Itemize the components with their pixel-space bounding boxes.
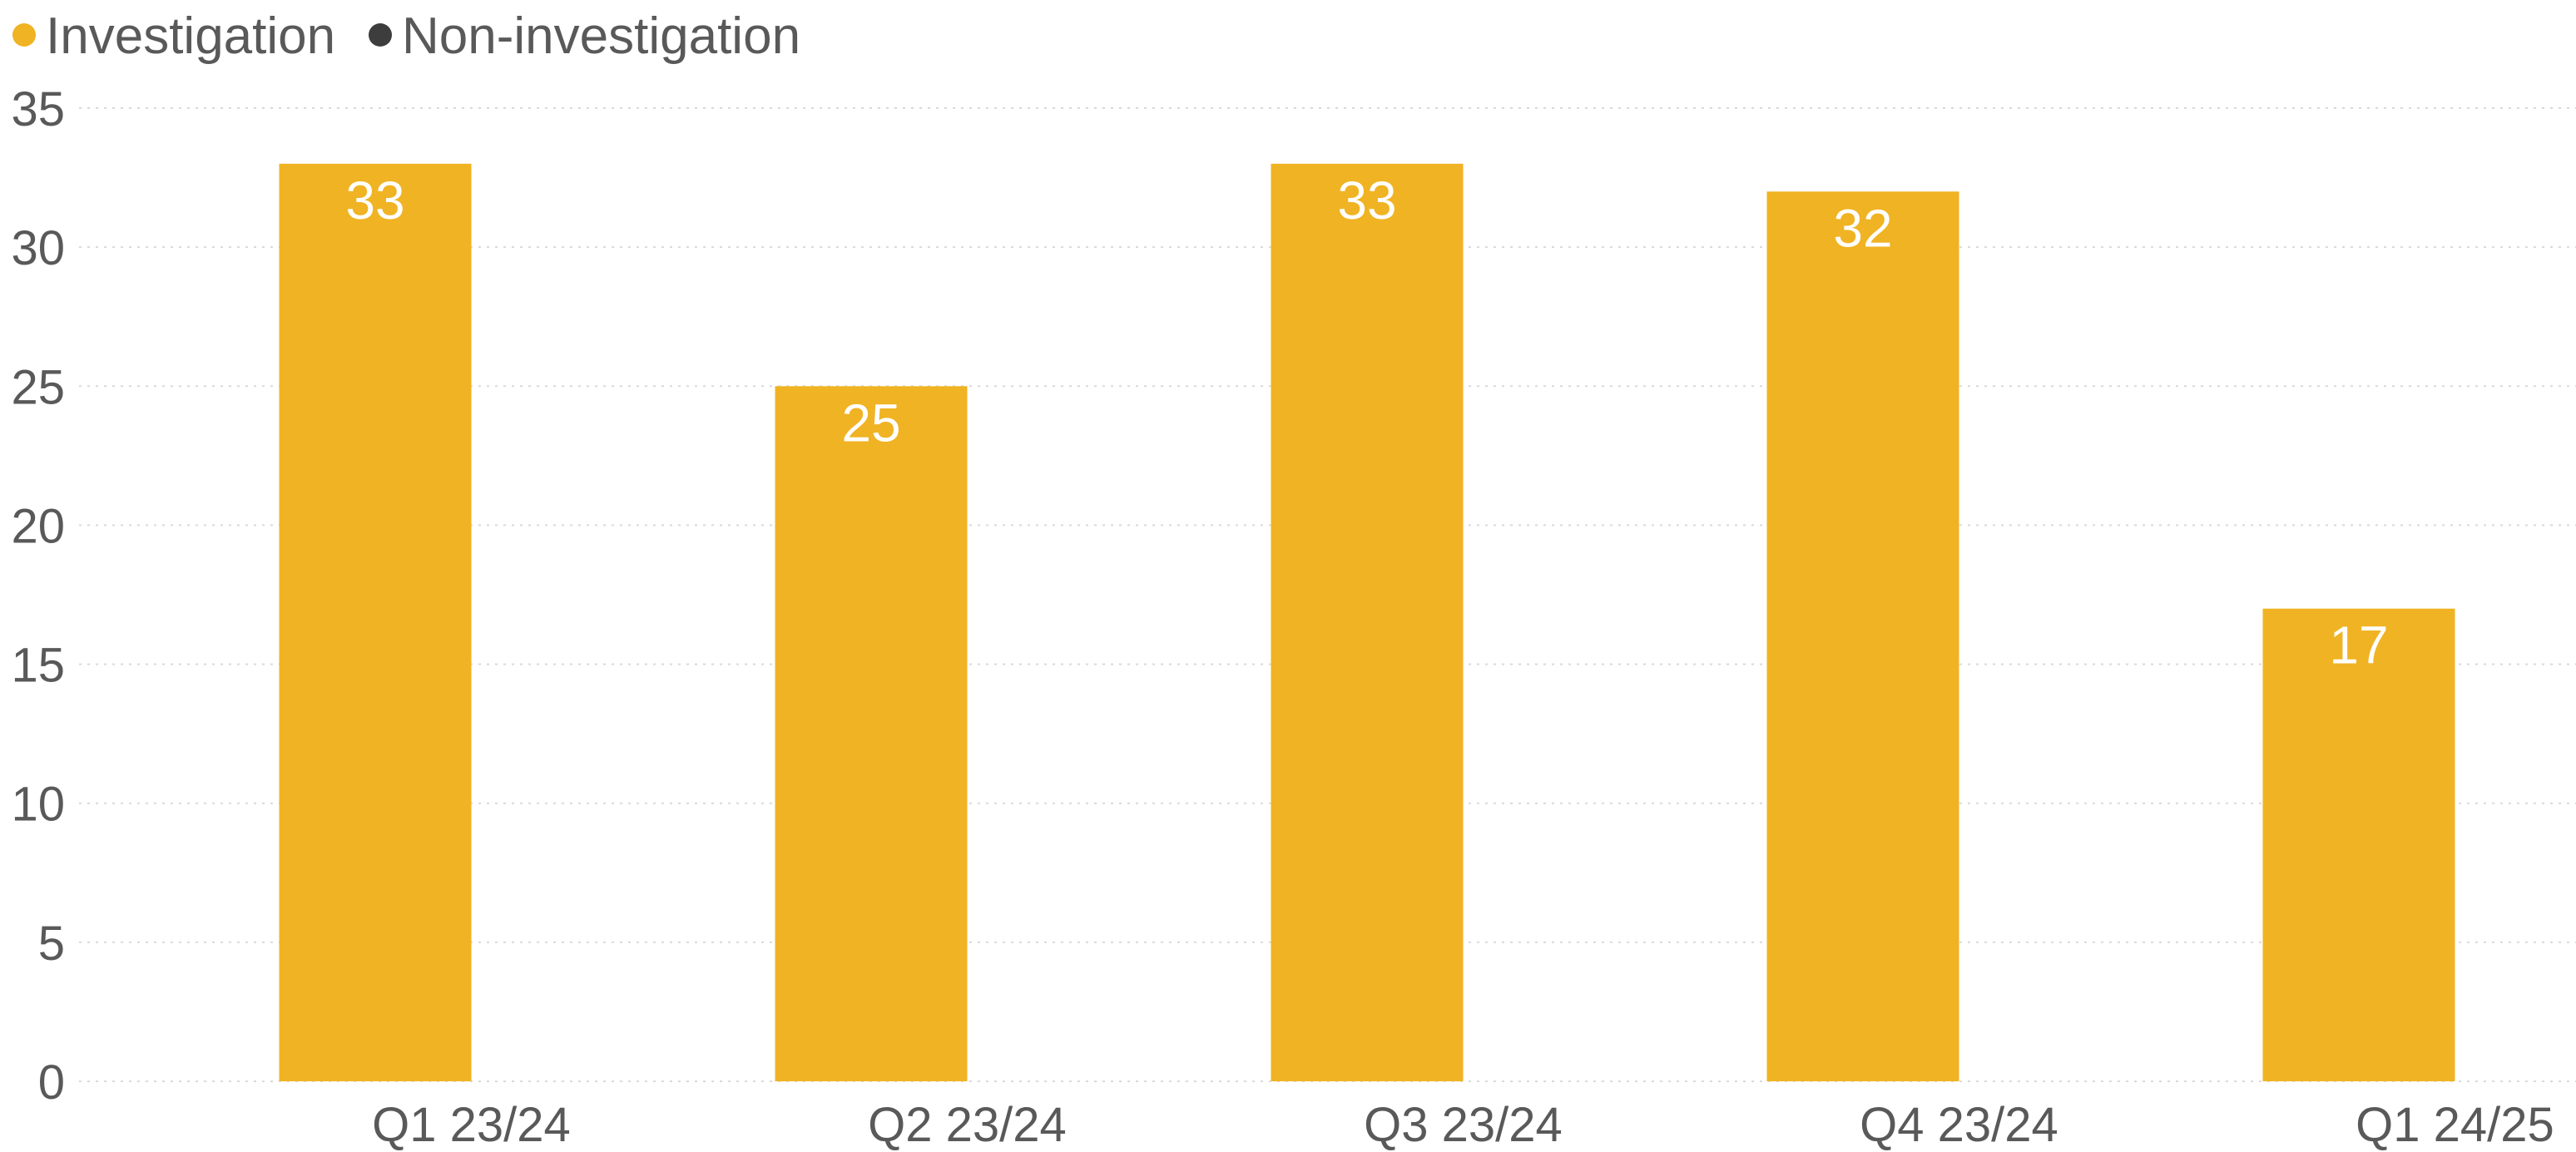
legend-marker-non-investigation [369, 23, 392, 47]
bars [279, 163, 2455, 1081]
x-tick-label-q2-23-24: Q2 23/24 [868, 1098, 1067, 1152]
x-tick-label-q3-23-24: Q3 23/24 [1364, 1098, 1563, 1152]
y-tick-label-10: 10 [11, 778, 65, 832]
y-tick-label-15: 15 [11, 639, 65, 693]
bar-q2-23-24 [775, 386, 968, 1081]
data-label-q2-23-24: 25 [841, 393, 900, 452]
data-label-q1-24-25: 17 [2329, 616, 2388, 675]
bar-q3-23-24 [1271, 163, 1464, 1081]
x-tick-label-q1-23-24: Q1 23/24 [372, 1098, 571, 1152]
y-tick-label-25: 25 [11, 360, 65, 414]
x-axis: Q1 23/24 Q2 23/24 Q3 23/24 Q4 23/24 Q1 24/25 [372, 1098, 2554, 1152]
y-axis: 0 5 10 15 20 25 30 35 [11, 82, 65, 1110]
x-tick-label-q4-23-24: Q4 23/24 [1860, 1098, 2058, 1152]
y-tick-label-20: 20 [11, 499, 65, 553]
chart-legend: Investigation Non-investigation [12, 7, 800, 65]
y-tick-label-35: 35 [11, 82, 65, 136]
y-tick-label-5: 5 [38, 917, 65, 971]
bar-q1-24-25 [2262, 608, 2455, 1081]
bar-q4-23-24 [1766, 191, 1959, 1081]
legend-marker-investigation [12, 23, 36, 47]
data-label-q3-23-24: 33 [1337, 171, 1396, 230]
y-tick-label-0: 0 [38, 1056, 65, 1110]
x-tick-label-q1-24-25: Q1 24/25 [2356, 1098, 2554, 1152]
y-tick-label-30: 30 [11, 221, 65, 275]
legend-label-non-investigation: Non-investigation [402, 7, 800, 65]
legend-label-investigation: Investigation [46, 7, 335, 65]
data-label-q4-23-24: 32 [1833, 198, 1892, 258]
data-labels: 33 25 33 32 17 [345, 171, 2388, 675]
bar-q1-23-24 [279, 163, 472, 1081]
data-label-q1-23-24: 33 [345, 171, 404, 230]
